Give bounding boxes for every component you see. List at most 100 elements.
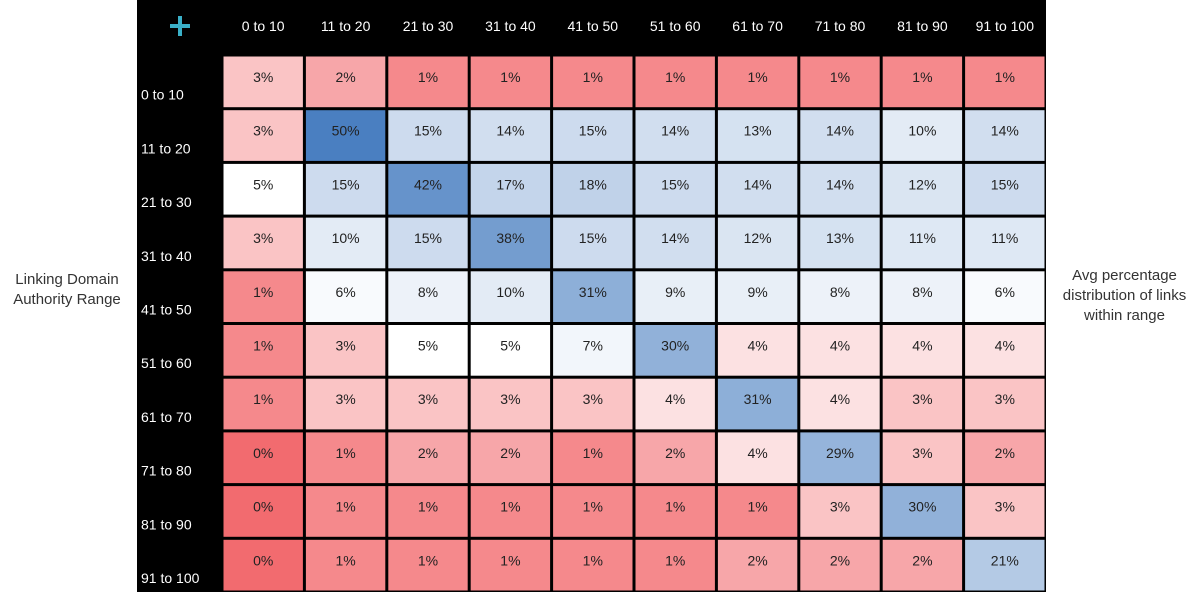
column-header: 51 to 60 xyxy=(650,18,701,34)
cell-value-label: 3% xyxy=(253,69,273,85)
cell-value-label: 10% xyxy=(332,230,360,246)
heatmap-cell xyxy=(882,486,963,537)
cell-value-label: 3% xyxy=(995,499,1015,515)
heatmap-cell xyxy=(223,432,303,484)
heatmap-cell xyxy=(800,325,880,376)
cell-value-label: 4% xyxy=(665,391,685,407)
cell-value-label: 3% xyxy=(335,391,355,407)
heatmap-cell xyxy=(965,539,1045,591)
heatmap-cell xyxy=(553,217,633,269)
row-header: 61 to 70 xyxy=(141,409,192,425)
plus-icon xyxy=(170,16,190,36)
cell-value-label: 8% xyxy=(418,284,438,300)
heatmap-cell xyxy=(470,271,551,322)
heatmap-cell xyxy=(223,163,303,215)
cell-value-label: 30% xyxy=(661,338,689,354)
cell-value-label: 1% xyxy=(747,499,767,515)
column-header: 11 to 20 xyxy=(321,18,371,34)
heatmap-cell xyxy=(388,217,468,269)
cell-value-label: 3% xyxy=(253,230,273,246)
cell-value-label: 14% xyxy=(744,176,772,192)
cell-value-label: 38% xyxy=(496,230,524,246)
heatmap-cell xyxy=(305,271,386,322)
cell-value-label: 17% xyxy=(496,176,524,192)
cell-value-label: 3% xyxy=(912,391,932,407)
cell-value-label: 0% xyxy=(253,499,273,515)
cell-value-label: 42% xyxy=(414,176,442,192)
cell-value-label: 2% xyxy=(500,445,520,461)
cell-value-label: 1% xyxy=(335,552,355,568)
heatmap-cell xyxy=(800,432,880,484)
heatmap-cell xyxy=(553,539,633,591)
cell-value-label: 1% xyxy=(747,69,767,85)
cell-value-label: 1% xyxy=(253,338,273,354)
cell-value-label: 2% xyxy=(418,445,438,461)
cell-value-label: 14% xyxy=(661,230,689,246)
heatmap-cell xyxy=(717,271,798,322)
heatmap-cell xyxy=(553,56,633,108)
column-header: 61 to 70 xyxy=(732,18,783,34)
heatmap-cell xyxy=(965,163,1045,215)
cell-value-label: 1% xyxy=(500,552,520,568)
column-header: 21 to 30 xyxy=(403,18,454,34)
y-axis-label: Linking Domain Authority Range xyxy=(2,270,132,310)
heatmap-cell xyxy=(388,271,468,322)
heatmap-cell xyxy=(635,163,715,215)
cell-value-label: 2% xyxy=(830,552,850,568)
cell-value-label: 1% xyxy=(830,69,850,85)
heatmap-cell xyxy=(717,163,798,215)
cell-value-label: 15% xyxy=(991,176,1019,192)
legend-label-line: Avg percentage xyxy=(1072,267,1177,284)
cell-value-label: 5% xyxy=(500,338,520,354)
cell-value-label: 10% xyxy=(908,123,936,139)
cell-value-label: 3% xyxy=(418,391,438,407)
heatmap-cell xyxy=(800,163,880,215)
cell-value-label: 12% xyxy=(908,176,936,192)
column-header: 31 to 40 xyxy=(485,18,536,34)
cell-value-label: 1% xyxy=(418,552,438,568)
cell-value-label: 3% xyxy=(830,499,850,515)
cell-value-label: 5% xyxy=(418,338,438,354)
cell-value-label: 9% xyxy=(665,284,685,300)
heatmap-cell xyxy=(305,432,386,484)
cell-value-label: 14% xyxy=(826,123,854,139)
heatmap-cell xyxy=(553,325,633,376)
legend-label-line: within range xyxy=(1084,307,1165,324)
heatmap-cell xyxy=(800,486,880,537)
heatmap-cell xyxy=(470,163,551,215)
heatmap-cell xyxy=(223,486,303,537)
row-header: 81 to 90 xyxy=(141,516,192,532)
y-axis-label-line: Linking Domain xyxy=(15,271,119,288)
heatmap-cell xyxy=(223,271,303,322)
heatmap-cell xyxy=(635,486,715,537)
cell-value-label: 1% xyxy=(418,499,438,515)
cell-value-label: 3% xyxy=(500,391,520,407)
heatmap-cell xyxy=(717,378,798,430)
cell-value-label: 5% xyxy=(253,176,273,192)
heatmap-cell xyxy=(470,539,551,591)
heatmap-cell xyxy=(635,378,715,430)
heatmap-cell xyxy=(965,56,1045,108)
heatmap-cell xyxy=(800,217,880,269)
heatmap-cell xyxy=(470,110,551,161)
cell-value-label: 2% xyxy=(912,552,932,568)
cell-value-label: 1% xyxy=(995,69,1015,85)
cell-value-label: 1% xyxy=(912,69,932,85)
cell-value-label: 13% xyxy=(744,123,772,139)
cell-value-label: 1% xyxy=(583,69,603,85)
heatmap-cell xyxy=(635,325,715,376)
column-header: 91 to 100 xyxy=(976,18,1035,34)
heatmap-cell xyxy=(635,271,715,322)
heatmap-cell xyxy=(388,539,468,591)
cell-value-label: 1% xyxy=(253,284,273,300)
cell-value-label: 4% xyxy=(747,338,767,354)
heatmap-cell xyxy=(470,378,551,430)
heatmap-cell xyxy=(882,539,963,591)
y-axis-label-line: Authority Range xyxy=(13,291,121,308)
heatmap-cell xyxy=(553,378,633,430)
heatmap-cell xyxy=(388,110,468,161)
heatmap-cell xyxy=(717,217,798,269)
heatmap-cell xyxy=(882,271,963,322)
heatmap-cell xyxy=(223,378,303,430)
